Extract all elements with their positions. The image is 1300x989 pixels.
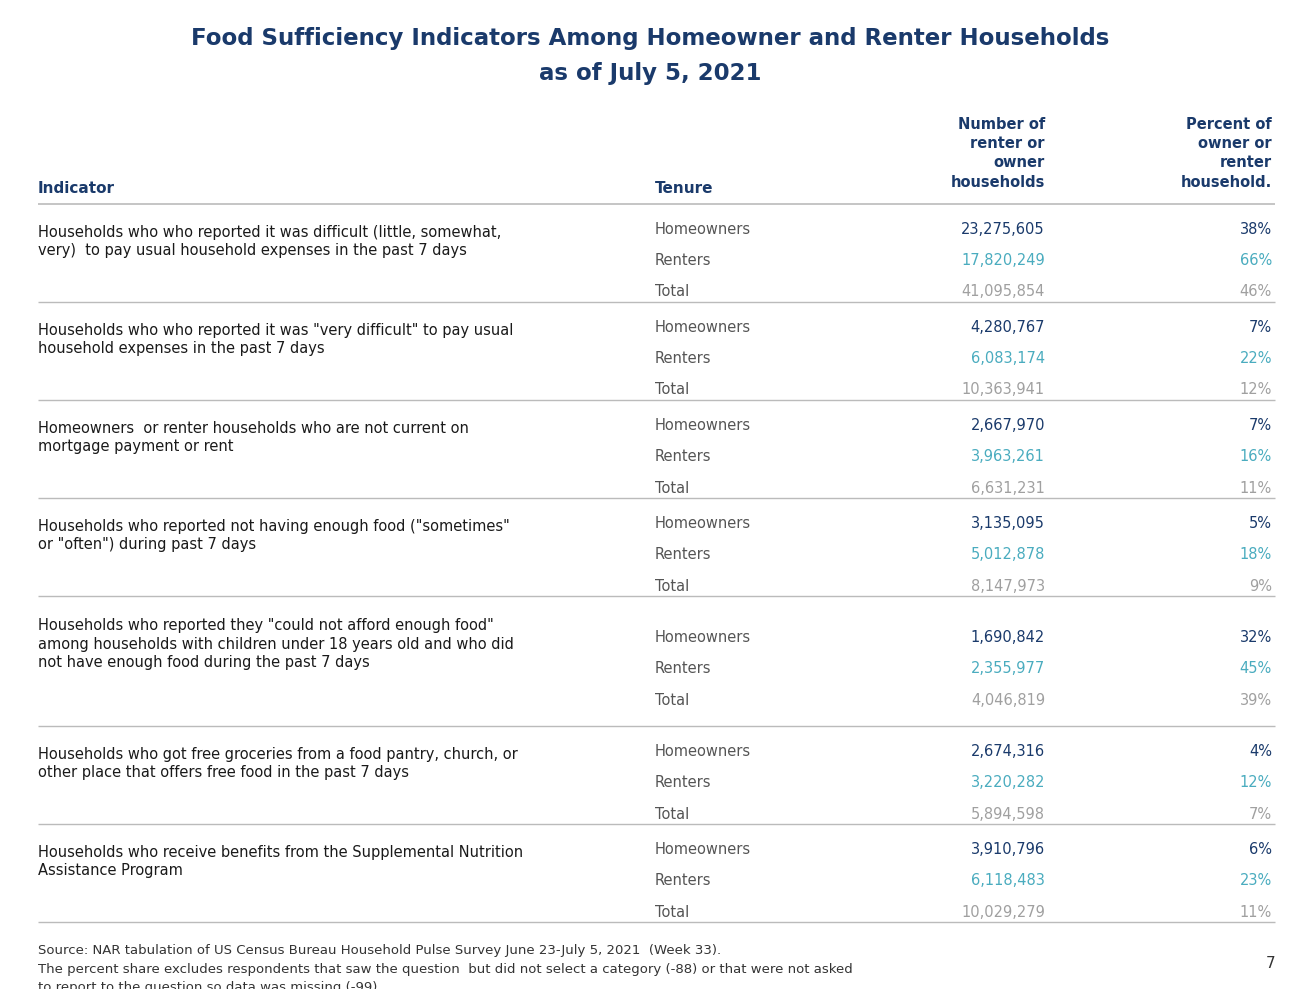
Text: Renters: Renters: [655, 661, 711, 676]
Text: 10,363,941: 10,363,941: [962, 383, 1045, 398]
Text: 9%: 9%: [1249, 579, 1271, 593]
Text: 39%: 39%: [1240, 692, 1271, 707]
Text: Homeowners: Homeowners: [655, 630, 751, 645]
Text: 45%: 45%: [1240, 661, 1271, 676]
Text: Renters: Renters: [655, 351, 711, 366]
Text: 41,095,854: 41,095,854: [962, 285, 1045, 300]
Text: Homeowners: Homeowners: [655, 319, 751, 334]
Text: 10,029,279: 10,029,279: [961, 905, 1045, 920]
Text: 4%: 4%: [1249, 744, 1271, 759]
Text: Homeowners: Homeowners: [655, 417, 751, 432]
Text: 4,046,819: 4,046,819: [971, 692, 1045, 707]
Text: Households who receive benefits from the Supplemental Nutrition
Assistance Progr: Households who receive benefits from the…: [38, 845, 523, 878]
Text: 46%: 46%: [1240, 285, 1271, 300]
Text: Total: Total: [655, 692, 689, 707]
Text: Indicator: Indicator: [38, 181, 114, 196]
Text: Households who who reported it was difficult (little, somewhat,
very)  to pay us: Households who who reported it was diffi…: [38, 225, 502, 258]
Text: Total: Total: [655, 806, 689, 822]
Text: 1,690,842: 1,690,842: [971, 630, 1045, 645]
Text: 16%: 16%: [1240, 449, 1271, 464]
Text: 11%: 11%: [1240, 905, 1271, 920]
Text: 7: 7: [1265, 956, 1275, 971]
Text: 8,147,973: 8,147,973: [971, 579, 1045, 593]
Text: 6%: 6%: [1249, 842, 1271, 856]
Text: Households who reported they "could not afford enough food"
among households wit: Households who reported they "could not …: [38, 618, 514, 671]
Text: 23,275,605: 23,275,605: [962, 222, 1045, 236]
Text: Total: Total: [655, 285, 689, 300]
Text: Homeowners: Homeowners: [655, 222, 751, 236]
Text: Households who got free groceries from a food pantry, church, or
other place tha: Households who got free groceries from a…: [38, 747, 517, 780]
Text: Homeowners: Homeowners: [655, 515, 751, 530]
Text: 12%: 12%: [1240, 775, 1271, 790]
Text: 5,894,598: 5,894,598: [971, 806, 1045, 822]
Text: 7%: 7%: [1249, 806, 1271, 822]
Text: Renters: Renters: [655, 873, 711, 888]
Text: Renters: Renters: [655, 775, 711, 790]
Text: Total: Total: [655, 481, 689, 495]
Text: Number of
renter or
owner
households: Number of renter or owner households: [950, 117, 1045, 190]
Text: 32%: 32%: [1240, 630, 1271, 645]
Text: Renters: Renters: [655, 547, 711, 562]
Text: 6,631,231: 6,631,231: [971, 481, 1045, 495]
Text: 7%: 7%: [1249, 319, 1271, 334]
Text: 3,910,796: 3,910,796: [971, 842, 1045, 856]
Text: Percent of
owner or
renter
household.: Percent of owner or renter household.: [1180, 117, 1271, 190]
Text: 4,280,767: 4,280,767: [971, 319, 1045, 334]
Text: 3,963,261: 3,963,261: [971, 449, 1045, 464]
Text: 12%: 12%: [1240, 383, 1271, 398]
Text: 5%: 5%: [1249, 515, 1271, 530]
Text: 2,674,316: 2,674,316: [971, 744, 1045, 759]
Text: Total: Total: [655, 579, 689, 593]
Text: 11%: 11%: [1240, 481, 1271, 495]
Text: 38%: 38%: [1240, 222, 1271, 236]
Text: 66%: 66%: [1240, 253, 1271, 268]
Text: 5,012,878: 5,012,878: [971, 547, 1045, 562]
Text: as of July 5, 2021: as of July 5, 2021: [538, 62, 762, 85]
Text: 3,220,282: 3,220,282: [971, 775, 1045, 790]
Text: 6,118,483: 6,118,483: [971, 873, 1045, 888]
Text: 18%: 18%: [1240, 547, 1271, 562]
Text: 6,083,174: 6,083,174: [971, 351, 1045, 366]
Text: Source: NAR tabulation of US Census Bureau Household Pulse Survey June 23-July 5: Source: NAR tabulation of US Census Bure…: [38, 944, 853, 989]
Text: Tenure: Tenure: [655, 181, 714, 196]
Text: 17,820,249: 17,820,249: [961, 253, 1045, 268]
Text: Homeowners: Homeowners: [655, 744, 751, 759]
Text: 2,355,977: 2,355,977: [971, 661, 1045, 676]
Text: Homeowners  or renter households who are not current on
mortgage payment or rent: Homeowners or renter households who are …: [38, 420, 469, 454]
Text: 22%: 22%: [1239, 351, 1271, 366]
Text: Households who reported not having enough food ("sometimes"
or "often") during p: Households who reported not having enoug…: [38, 518, 510, 552]
Text: Renters: Renters: [655, 449, 711, 464]
Text: Households who who reported it was "very difficult" to pay usual
household expen: Households who who reported it was "very…: [38, 322, 514, 356]
Text: Food Sufficiency Indicators Among Homeowner and Renter Households: Food Sufficiency Indicators Among Homeow…: [191, 27, 1109, 50]
Text: Homeowners: Homeowners: [655, 842, 751, 856]
Text: Total: Total: [655, 383, 689, 398]
Text: 2,667,970: 2,667,970: [971, 417, 1045, 432]
Text: 3,135,095: 3,135,095: [971, 515, 1045, 530]
Text: Total: Total: [655, 905, 689, 920]
Text: Renters: Renters: [655, 253, 711, 268]
Text: 23%: 23%: [1240, 873, 1271, 888]
Text: 7%: 7%: [1249, 417, 1271, 432]
